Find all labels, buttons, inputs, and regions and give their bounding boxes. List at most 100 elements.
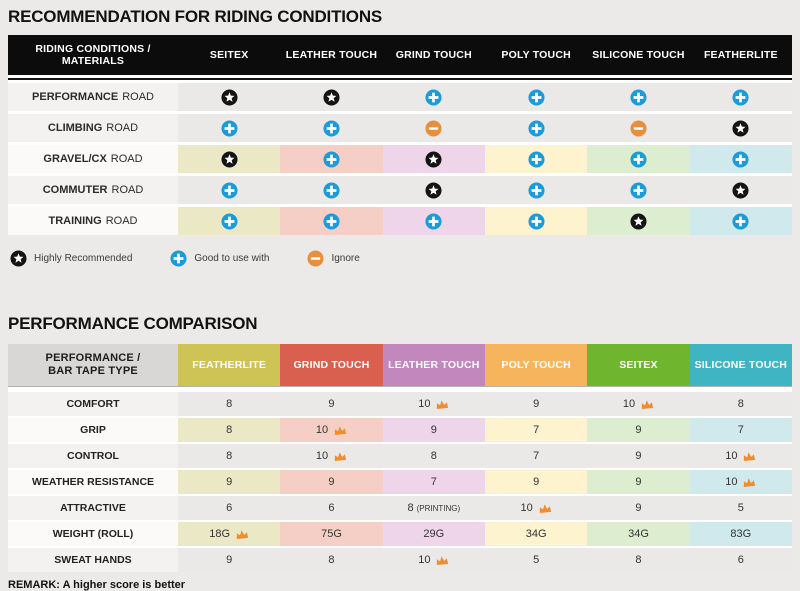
score-value: 10: [315, 424, 329, 436]
riding-condition-row: GRAVEL/CX ROAD: [8, 145, 792, 173]
good-to-use-icon: [425, 88, 442, 106]
best-score-crown-icon: [435, 552, 451, 571]
score-cell: 8: [587, 548, 690, 572]
score-cell: 34G: [485, 522, 588, 546]
score-value: 34G: [525, 528, 547, 540]
performance-metric-label: COMFORT: [8, 392, 178, 416]
rating-cell: [587, 145, 690, 173]
riding-conditions-title: RECOMMENDATION FOR RIDING CONDITIONS: [8, 7, 383, 26]
legend-label: Highly Recommended: [34, 252, 133, 264]
score-cell: 10: [689, 444, 792, 468]
score-value: 10: [622, 398, 636, 410]
score-value: 9: [635, 476, 642, 488]
legend-label: Good to use with: [194, 252, 270, 264]
rating-cell: [280, 145, 383, 173]
score-cell: 9: [382, 418, 485, 442]
performance-comparison-title: PERFORMANCE COMPARISON: [8, 314, 258, 333]
performance-metric-label: WEIGHT (ROLL): [8, 522, 178, 546]
score-value: 7: [737, 424, 744, 436]
score-cell: 18G: [178, 522, 281, 546]
header-gap: [8, 75, 792, 78]
highly-recommended-icon: [630, 212, 647, 230]
rating-cell: [178, 83, 281, 111]
bar-tape-infographic: RECOMMENDATION FOR RIDING CONDITIONS RID…: [8, 0, 792, 591]
score-cell: 10: [587, 392, 690, 416]
score-value: 34G: [628, 528, 649, 540]
rating-cell: [178, 176, 281, 204]
score-cell: 8: [382, 444, 485, 468]
rating-cell: [689, 145, 792, 173]
riding-conditions-table: RIDING CONDITIONS / MATERIALS SEITEX LEAT…: [8, 35, 792, 235]
good-to-use-icon: [528, 119, 545, 137]
score-value: 8: [430, 450, 437, 462]
best-score-crown-icon: [639, 396, 655, 415]
good-to-use-icon: [732, 212, 749, 230]
rating-cell: [587, 207, 690, 235]
best-score-crown-icon: [234, 526, 250, 545]
performance-row: GRIP 8 10 9 7 9 7: [8, 418, 792, 442]
score-cell: 9: [178, 470, 281, 494]
performance-header-gap: [8, 387, 792, 390]
good-to-use-icon: [323, 150, 340, 168]
riding-table-body: PERFORMANCE ROAD CLIMBING ROAD GRAVEL/CX ROAD…: [8, 83, 792, 235]
score-cell: 8: [280, 548, 383, 572]
legend-item: Ignore: [307, 249, 360, 267]
legend-label: Ignore: [331, 252, 360, 264]
performance-metric-label: ATTRACTIVE: [8, 496, 178, 520]
score-cell: 10: [280, 418, 383, 442]
material-column-header: GRIND TOUCH: [395, 49, 472, 61]
rating-cell: [587, 83, 690, 111]
score-cell: 5: [689, 496, 792, 520]
score-value: 29G: [423, 528, 445, 540]
header-divider-line: [8, 78, 792, 80]
performance-metric-label: CONTROL: [8, 444, 178, 468]
score-cell: 9: [587, 496, 690, 520]
highly-recommended-icon: [10, 249, 27, 267]
score-value: 7: [533, 450, 540, 462]
highly-recommended-icon: [221, 88, 238, 106]
performance-metric-label: SWEAT HANDS: [8, 548, 178, 572]
riding-condition-row: CLIMBING ROAD: [8, 114, 792, 142]
score-cell: 7: [485, 444, 588, 468]
score-cell: 6: [178, 496, 281, 520]
rating-cell: [689, 176, 792, 204]
rating-cell: [689, 207, 792, 235]
score-cell: 6: [689, 548, 792, 572]
best-score-crown-icon: [742, 474, 758, 493]
good-to-use-icon: [323, 119, 340, 137]
score-cell: 7: [485, 418, 588, 442]
performance-header-divider: [8, 386, 792, 387]
score-value: 9: [635, 450, 642, 462]
riding-condition-label: PERFORMANCE ROAD: [8, 83, 178, 111]
score-value: 9: [328, 476, 335, 488]
score-value: 9: [328, 398, 335, 410]
ignore-icon: [630, 119, 647, 137]
score-value: 8: [407, 502, 414, 514]
performance-metric-label: WEATHER RESISTANCE: [8, 470, 178, 494]
performance-row: WEIGHT (ROLL) 18G 75G 29G 34G 34G 83G: [8, 522, 792, 546]
rating-cell: [382, 176, 485, 204]
riding-condition-row: PERFORMANCE ROAD: [8, 83, 792, 111]
score-value: 10: [315, 450, 329, 462]
performance-row: CONTROL 8 10 8 7 9 10: [8, 444, 792, 468]
score-cell: 7: [689, 418, 792, 442]
good-to-use-icon: [425, 212, 442, 230]
riding-condition-label: CLIMBING ROAD: [8, 114, 178, 142]
best-score-crown-icon: [332, 422, 348, 441]
score-value: 8: [328, 554, 335, 566]
score-cell: 8 (PRINTING): [382, 496, 485, 520]
good-to-use-icon: [630, 150, 647, 168]
score-cell: 10: [382, 548, 485, 572]
score-value: 10: [418, 554, 431, 566]
performance-metric-label: GRIP: [8, 418, 178, 442]
rating-cell: [689, 114, 792, 142]
performance-row: ATTRACTIVE 6 6 8 (PRINTING) 10 9 5: [8, 496, 792, 520]
riding-condition-label: COMMUTER ROAD: [8, 176, 178, 204]
score-value: 18G: [209, 528, 231, 540]
good-to-use-icon: [323, 181, 340, 199]
rating-cell: [485, 114, 588, 142]
score-value: 9: [430, 424, 437, 436]
score-cell: 34G: [587, 522, 690, 546]
good-to-use-icon: [170, 249, 187, 267]
score-cell: 75G: [280, 522, 383, 546]
